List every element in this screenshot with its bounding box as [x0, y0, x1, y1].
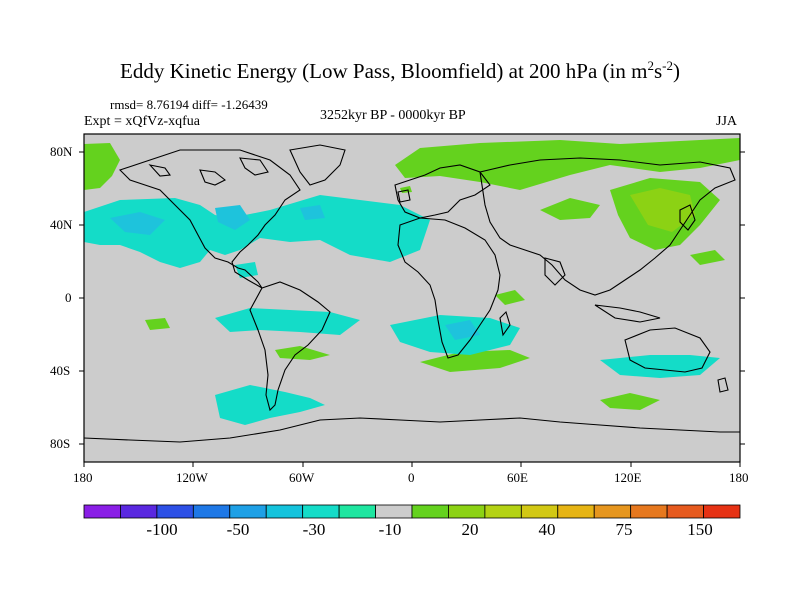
colorbar-swatch	[375, 504, 413, 519]
colorbar-label: 150	[687, 520, 713, 539]
x-tick-label: 120E	[614, 470, 642, 485]
season-label: JJA	[716, 114, 738, 129]
colorbar-swatch	[302, 504, 340, 519]
coastlines	[83, 144, 740, 443]
x-tick-label: 120W	[176, 470, 208, 485]
colorbar-swatch	[520, 504, 559, 519]
colorbar-swatch	[411, 504, 449, 519]
chart-title: Eddy Kinetic Energy (Low Pass, Bloomfiel…	[120, 58, 680, 83]
y-tick-label: 0	[65, 290, 72, 305]
colorbar-label: -50	[226, 520, 250, 539]
colorbar-label: 40	[538, 520, 556, 539]
y-tick-label: 40N	[50, 217, 73, 232]
negative-anomaly-regions	[84, 195, 720, 425]
x-tick-label: 60E	[507, 470, 528, 485]
x-tick-label: 180	[73, 470, 93, 485]
colorbar-swatch	[156, 504, 194, 519]
colorbar-swatch	[666, 504, 704, 519]
stats-label: rmsd= 8.76194 diff= -1.26439	[110, 97, 268, 112]
x-tick-label: 0	[408, 470, 415, 485]
colorbar	[83, 504, 741, 519]
colorbar-label: 20	[461, 520, 479, 539]
colorbar-swatch	[338, 504, 376, 519]
y-tick-label: 80S	[50, 436, 71, 451]
colorbar-label: -10	[378, 520, 402, 539]
colorbar-label: 75	[615, 520, 633, 539]
experiment-label: Expt = xQfVz-xqfua	[84, 114, 200, 129]
colorbar-swatch	[229, 504, 267, 519]
colorbar-swatch	[703, 504, 741, 519]
colorbar-swatch	[265, 504, 304, 519]
period-label: 3252kyr BP - 0000kyr BP	[320, 108, 466, 123]
colorbar-swatch	[557, 504, 595, 519]
x-tick-label: 180	[729, 470, 749, 485]
colorbar-label: -100	[146, 520, 178, 539]
colorbar-swatch	[593, 504, 632, 519]
colorbar-swatch	[448, 504, 486, 519]
y-axis-ticks	[79, 151, 745, 445]
x-tick-label: 60W	[289, 470, 315, 485]
colorbar-swatch	[192, 504, 231, 519]
colorbar-swatch	[630, 504, 668, 519]
x-axis-ticks	[83, 462, 741, 467]
colorbar-label: -30	[302, 520, 326, 539]
y-tick-label: 80N	[50, 144, 73, 159]
colorbar-swatch	[120, 504, 158, 519]
colorbar-swatch	[484, 504, 522, 519]
y-tick-label: 40S	[50, 363, 71, 378]
colorbar-swatch	[83, 504, 121, 519]
